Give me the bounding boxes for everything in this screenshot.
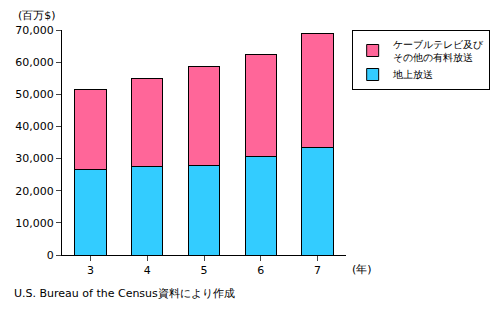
svg-text:ケーブルテレビ及びその他の有料放送: ケーブルテレビ及びその他の有料放送 — [393, 39, 484, 63]
svg-text:(年): (年) — [352, 263, 372, 276]
svg-text:7: 7 — [314, 264, 321, 277]
svg-text:30,000: 30,000 — [15, 152, 54, 165]
svg-text:20,000: 20,000 — [15, 185, 54, 198]
svg-text:5: 5 — [201, 264, 208, 277]
svg-text:3: 3 — [87, 264, 94, 277]
svg-text:4: 4 — [144, 264, 151, 277]
svg-text:70,000: 70,000 — [15, 24, 54, 37]
svg-text:(百万$): (百万$) — [18, 9, 56, 22]
svg-text:U.S. Bureau of the Census資料により: U.S. Bureau of the Census資料により作成 — [14, 287, 235, 300]
svg-text:10,000: 10,000 — [15, 217, 54, 230]
svg-text:0: 0 — [47, 249, 54, 262]
svg-text:50,000: 50,000 — [15, 88, 54, 101]
svg-text:地上放送: 地上放送 — [392, 69, 433, 80]
svg-text:6: 6 — [257, 264, 264, 277]
svg-text:60,000: 60,000 — [15, 56, 54, 69]
svg-text:40,000: 40,000 — [15, 120, 54, 133]
